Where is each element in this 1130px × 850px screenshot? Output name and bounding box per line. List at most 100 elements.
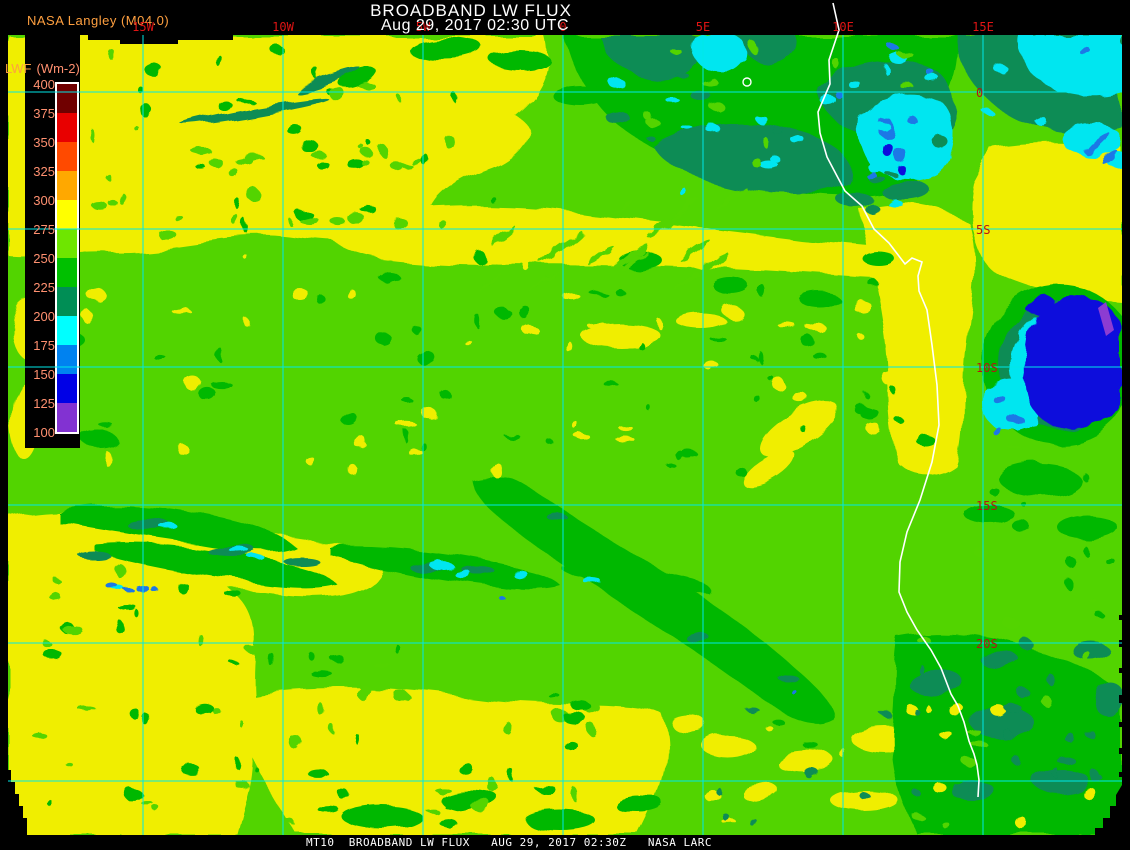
flux-speckle xyxy=(180,764,200,774)
flux-speckle xyxy=(547,692,560,698)
flux-speckle xyxy=(198,386,216,401)
colorbar-segment-0 xyxy=(57,84,77,113)
product-timestamp: Aug 29, 2017 02:30 UTC xyxy=(380,17,570,34)
flux-speckle xyxy=(949,704,966,717)
legend-tick-350: 350 xyxy=(33,135,55,150)
flux-speckle xyxy=(814,353,827,361)
flux-speckle xyxy=(1012,755,1020,766)
flux-speckle xyxy=(894,416,903,423)
flux-speckle xyxy=(246,188,261,201)
flux-speckle xyxy=(842,198,847,203)
flux-speckle xyxy=(138,104,153,116)
flux-speckle xyxy=(310,653,317,663)
flux-purple-streak xyxy=(1098,302,1114,336)
flux-speckle xyxy=(440,390,451,400)
flux-speckle xyxy=(917,637,932,645)
flux-speckle xyxy=(675,73,690,78)
flux-speckle xyxy=(932,783,947,793)
flux-speckle xyxy=(1105,557,1115,565)
flux-speckle xyxy=(448,798,456,806)
flux-speckle xyxy=(914,709,920,716)
flux-speckle xyxy=(563,739,577,751)
flux-map-canvas xyxy=(8,35,1122,835)
flux-speckle xyxy=(378,272,401,283)
flux-speckle xyxy=(502,720,511,734)
flux-speckle xyxy=(401,397,413,403)
flux-speckle xyxy=(639,342,645,351)
legend-tick-300: 300 xyxy=(33,193,55,208)
lon-label-15E: 15E xyxy=(972,20,994,34)
flux-speckle xyxy=(291,288,309,300)
flux-speckle xyxy=(346,288,356,299)
flux-speckle xyxy=(422,153,429,167)
flux-speckle xyxy=(804,770,813,778)
legend-tick-275: 275 xyxy=(33,222,55,237)
flux-speckle xyxy=(358,82,376,90)
flux-speckle xyxy=(1082,651,1092,661)
flux-speckle xyxy=(367,141,373,147)
colorbar-segment-3 xyxy=(57,171,77,200)
flux-speckle xyxy=(839,746,845,757)
flux-speckle xyxy=(832,57,840,69)
flux-speckle xyxy=(752,394,760,402)
legend-units-text: (Wm-2) xyxy=(36,61,80,76)
flux-speckle xyxy=(329,88,347,102)
flux-speckle xyxy=(108,200,119,208)
flux-speckle xyxy=(410,160,425,165)
lat-label-10S: 10S xyxy=(976,361,998,375)
flux-speckle xyxy=(865,203,880,216)
flux-speckle xyxy=(416,351,437,366)
legend-tick-175: 175 xyxy=(33,338,55,353)
flux-speckle xyxy=(805,321,825,332)
flux-speckle xyxy=(33,733,48,740)
flux-speckle xyxy=(63,625,83,635)
flux-speckle xyxy=(317,293,325,305)
legend-tick-375: 375 xyxy=(33,106,55,121)
flux-speckle xyxy=(569,786,577,800)
flux-speckle xyxy=(288,735,303,750)
flux-hatch-streak xyxy=(478,272,504,292)
flux-speckle xyxy=(886,199,903,206)
flux-speckle xyxy=(962,757,976,767)
flux-speckle xyxy=(655,318,662,328)
flux-speckle xyxy=(346,158,365,169)
flux-speckle xyxy=(232,213,239,226)
flux-speckle xyxy=(708,100,723,111)
flux-speckle xyxy=(230,168,239,179)
flux-hatch-streak xyxy=(610,199,633,216)
flux-speckle xyxy=(105,174,112,180)
flux-speckle xyxy=(1020,638,1033,651)
flux-speckle xyxy=(521,324,538,335)
lon-label-15W: 15W xyxy=(132,20,154,34)
flux-speckle xyxy=(911,814,925,820)
flux-speckle xyxy=(680,187,687,197)
flux-speckle xyxy=(245,645,260,654)
flux-speckle xyxy=(458,763,474,776)
flux-speckle xyxy=(920,666,926,678)
legend-tick-325: 325 xyxy=(33,164,55,179)
flux-speckle xyxy=(772,377,785,391)
flux-speckle xyxy=(234,157,253,164)
flux-speckle xyxy=(408,448,423,457)
flux-speckle xyxy=(940,730,953,740)
flux-speckle xyxy=(87,287,106,302)
flux-speckle xyxy=(183,375,201,390)
flux-speckle xyxy=(1082,787,1097,799)
flux-speckle xyxy=(587,724,597,737)
flux-speckle xyxy=(566,342,574,353)
flux-speckle xyxy=(190,146,211,155)
flux-hatch-streak xyxy=(489,225,516,244)
flux-speckle xyxy=(504,433,520,439)
flux-speckle xyxy=(313,67,319,80)
legend-tick-400: 400 xyxy=(33,77,55,92)
flux-speckle xyxy=(1006,444,1021,449)
flux-speckle xyxy=(391,162,412,168)
flux-speckle xyxy=(347,212,365,225)
flux-speckle xyxy=(1094,774,1102,780)
flux-speckle xyxy=(1003,729,1013,741)
flux-speckle xyxy=(506,767,514,780)
flux-speckle xyxy=(604,381,619,388)
flux-speckle xyxy=(244,318,250,328)
flux-speckle xyxy=(420,406,436,419)
lat-label-0: 0 xyxy=(976,86,984,100)
